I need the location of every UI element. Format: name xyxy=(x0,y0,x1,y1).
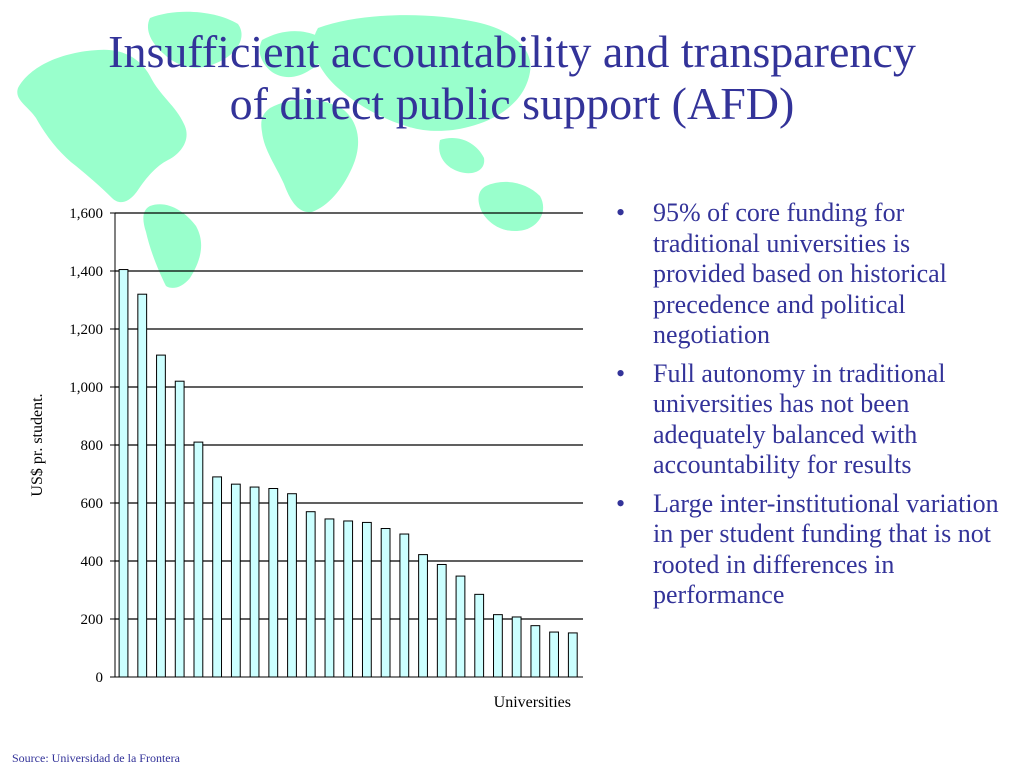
bar xyxy=(380,528,391,678)
y-tick-label: 0 xyxy=(96,670,104,686)
map-north-america-shape xyxy=(17,49,187,203)
y-tick-label: 1,400 xyxy=(69,264,103,280)
bar xyxy=(436,563,447,678)
bar xyxy=(118,269,129,678)
bullet-marker: • xyxy=(616,488,626,518)
chart-y-axis-label: US$ pr. student. xyxy=(29,393,46,496)
y-tick-label: 600 xyxy=(81,496,104,512)
map-asia-shape xyxy=(313,15,531,131)
bar xyxy=(567,632,578,678)
bullet-text: Large inter-institutional variation in p… xyxy=(653,488,999,610)
bar xyxy=(305,511,316,678)
map-southeast-asia-shape xyxy=(439,138,485,174)
bar xyxy=(549,631,559,678)
chart-y-tick-labels: 0 200 400 600 800 1,000 1,200 1,400 1,600 xyxy=(69,206,103,686)
source-note: Source: Universidad de la Frontera xyxy=(12,751,180,765)
funding-bar-chart: 0 200 400 600 800 1,000 1,200 1,400 1,600 US$ pr… xyxy=(29,206,583,711)
y-tick-label: 200 xyxy=(81,612,104,628)
bar xyxy=(399,533,410,678)
y-tick-label: 800 xyxy=(81,438,104,454)
map-greenland-shape xyxy=(147,11,242,68)
bar xyxy=(474,593,485,678)
bar xyxy=(249,486,260,678)
y-tick-label: 1,000 xyxy=(69,380,103,396)
bar xyxy=(193,441,204,678)
chart-axes xyxy=(110,212,583,678)
bar xyxy=(174,380,185,678)
bullet-item: • 95% of core funding for traditional uni… xyxy=(612,198,1002,351)
bullet-text: 95% of core funding for traditional univ… xyxy=(653,198,947,349)
bar xyxy=(156,354,166,678)
world-map-background xyxy=(17,11,544,288)
map-europe-shape xyxy=(259,31,325,78)
y-tick-label: 400 xyxy=(81,554,104,570)
bullet-marker: • xyxy=(616,198,626,227)
bar xyxy=(511,616,522,678)
bar xyxy=(361,521,372,678)
bullet-item: • Large inter-institutional variation in … xyxy=(612,489,1002,611)
bar xyxy=(268,488,279,678)
bar xyxy=(455,575,466,678)
y-tick-label: 1,200 xyxy=(69,322,103,338)
bar xyxy=(230,483,241,678)
bullet-text: Full autonomy in traditional universitie… xyxy=(653,358,946,480)
bullet-list: • 95% of core funding for traditional uni… xyxy=(612,198,1002,619)
bar xyxy=(343,520,354,678)
bar xyxy=(212,476,223,678)
chart-bars xyxy=(118,269,578,678)
map-africa-shape xyxy=(261,99,359,213)
slide-title-line-1: Insufficient accountability and transpar… xyxy=(108,26,916,77)
bar xyxy=(493,614,503,678)
slide-title: Insufficient accountability and transpar… xyxy=(0,26,1024,130)
slide-title-line-2: of direct public support (AFD) xyxy=(229,78,795,129)
bar xyxy=(324,518,335,678)
bar xyxy=(530,625,541,678)
chart-x-axis-label: Universities xyxy=(494,694,571,711)
bullet-item: • Full autonomy in traditional universiti… xyxy=(612,359,1002,481)
bullet-marker: • xyxy=(616,358,626,388)
bar xyxy=(137,293,148,678)
map-south-america-shape xyxy=(143,204,202,288)
y-tick-label: 1,600 xyxy=(69,206,103,222)
bar xyxy=(287,493,297,678)
map-australia-shape xyxy=(478,181,544,232)
bar xyxy=(418,554,428,678)
